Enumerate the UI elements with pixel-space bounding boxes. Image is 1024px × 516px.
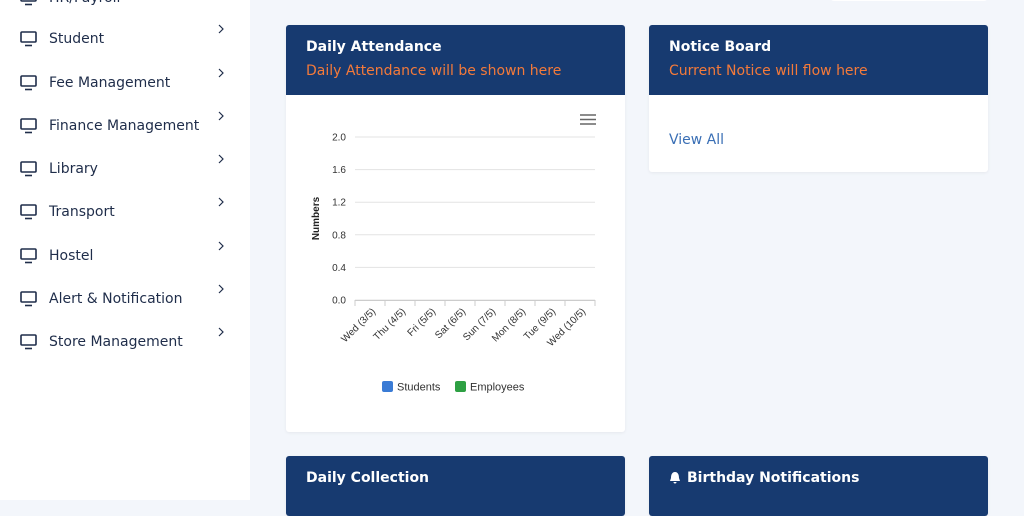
icon-screen [20,248,37,260]
y-axis-label: Numbers [311,196,322,240]
bell-icon [670,472,680,484]
sidebar-label: Hostel [49,248,94,264]
sidebar-item[interactable]: Fee Management [20,68,230,93]
monitor-icon [20,75,37,91]
chevron-line [218,68,224,78]
y-tick-label: 0.0 [332,296,346,307]
sidebar-item[interactable]: HR/Payroll [20,0,230,8]
chevron [218,197,224,207]
sidebar-label: Store Management [49,334,183,350]
chevron-line [218,284,224,294]
card-header: Birthday Notifications [649,456,988,516]
chevron [218,241,224,251]
monitor-icon [20,204,37,220]
legend-label: Employees [470,382,525,394]
card-subtitle: Current Notice will flow here [669,63,868,79]
chevron [218,327,224,337]
page: HR/Payroll Student Fee Management Finance M… [0,0,988,516]
sidebar-item[interactable]: Hostel [20,241,230,266]
y-tick-label: 0.8 [332,230,346,241]
birthday-card: Birthday Notifications [649,456,988,516]
sidebar-label: Fee Management [49,75,171,91]
collection-card: Daily Collection [286,456,625,516]
card-header: Daily Collection [286,456,625,516]
y-tick-label: 2.0 [332,133,346,144]
chart: 0.0 0.4 0.8 1.2 1.6 2.0 Numbers Wed (3/5)Thu (4… [311,114,596,394]
icon-screen [20,0,37,2]
top-box [830,0,988,1]
chevron [218,24,224,34]
legend-label: Students [397,382,441,394]
monitor-icon [20,161,37,177]
sidebar-item[interactable]: Transport [20,197,230,222]
icon-screen [20,161,37,173]
chevron-line [218,241,224,251]
chevron [218,111,224,121]
icon-screen [20,31,37,43]
card-title: Daily Collection [306,470,430,486]
view-all-link[interactable]: View All [669,132,725,148]
monitor-icon [20,31,37,47]
sidebar-label: Finance Management [49,118,200,134]
icon-screen [20,334,37,346]
sidebar-label: Alert & Notification [49,291,183,307]
chevron-line [218,197,224,207]
monitor-icon [20,334,37,350]
legend-swatch [382,381,393,392]
monitor-icon [20,291,37,307]
monitor-icon [20,118,37,134]
card-title: Daily Attendance [306,39,442,55]
x-tick-label: Wed (3/5) [339,306,378,345]
sidebar-label: Library [49,161,98,177]
sidebar-item[interactable]: Library [20,154,230,179]
x-tick-label: Thu (4/5) [372,306,408,342]
card-header: Notice Board Current Notice will flow he… [649,25,988,95]
sidebar: HR/Payroll Student Fee Management Finance M… [0,0,250,500]
sidebar-item[interactable]: Student [20,24,230,49]
legend-swatch [455,381,466,392]
sidebar-item[interactable]: Store Management [20,327,230,352]
sidebar-label: Student [49,31,105,47]
notice-card: Notice Board Current Notice will flow he… [649,25,988,172]
sidebar-label: Transport [49,204,115,220]
attendance-card: Daily Attendance Daily Attendance will b… [286,25,625,432]
chevron-line [218,154,224,164]
card-title: Notice Board [669,39,772,55]
chevron-line [218,24,224,34]
card-title: Birthday Notifications [687,470,860,486]
sidebar-item[interactable]: Finance Management [20,111,230,136]
icon-screen [20,75,37,87]
chevron [218,68,224,78]
icon-screen [20,118,37,130]
chevron [218,284,224,294]
icon-screen [20,291,37,303]
y-tick-label: 1.6 [332,165,346,176]
monitor-icon [20,0,37,6]
y-tick-label: 0.4 [332,263,346,274]
chevron-line [218,111,224,121]
sidebar-item[interactable]: Alert & Notification [20,284,230,309]
card-subtitle: Daily Attendance will be shown here [306,63,562,79]
chevron [218,154,224,164]
sidebar-label: HR/Payroll [49,0,120,8]
menu-icon[interactable] [580,114,596,125]
icon-screen [20,204,37,216]
card-header: Daily Attendance Daily Attendance will b… [286,25,625,95]
y-tick-label: 1.2 [332,198,346,209]
chevron-line [218,327,224,337]
monitor-icon [20,248,37,264]
